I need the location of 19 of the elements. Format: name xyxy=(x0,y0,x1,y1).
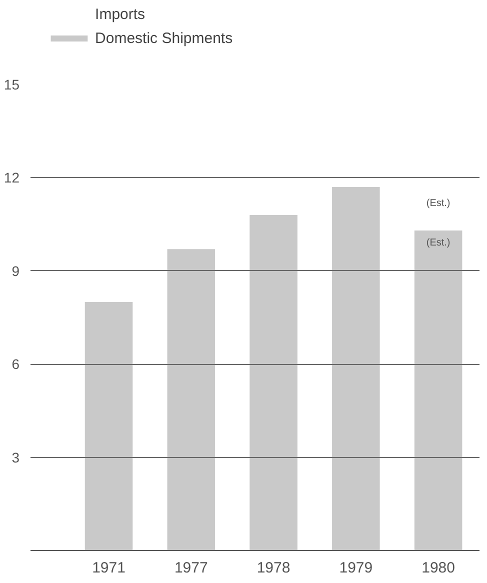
bar xyxy=(414,230,462,550)
bar xyxy=(332,187,380,550)
bar xyxy=(84,302,133,550)
text: Imports xyxy=(95,6,146,23)
x-tick-label: 1979 xyxy=(339,560,373,576)
y-tick-label: 6 xyxy=(12,356,20,372)
x-tick-label: 1971 xyxy=(92,560,126,576)
annotation: (Est.) xyxy=(426,198,450,209)
bar xyxy=(250,214,298,550)
x-tick-label: 1977 xyxy=(174,560,208,576)
y-tick-label: 3 xyxy=(12,449,20,466)
y-tick-label: 9 xyxy=(12,262,20,279)
legend-label: Domestic Shipments xyxy=(95,30,233,47)
annotation: (Est.) xyxy=(426,237,450,248)
x-tick-label: 1980 xyxy=(422,560,455,576)
y-tick-label: 12 xyxy=(4,170,20,186)
y-tick-label: 15 xyxy=(4,76,20,92)
x-tick-label: 1978 xyxy=(256,560,290,576)
bar xyxy=(167,249,216,550)
